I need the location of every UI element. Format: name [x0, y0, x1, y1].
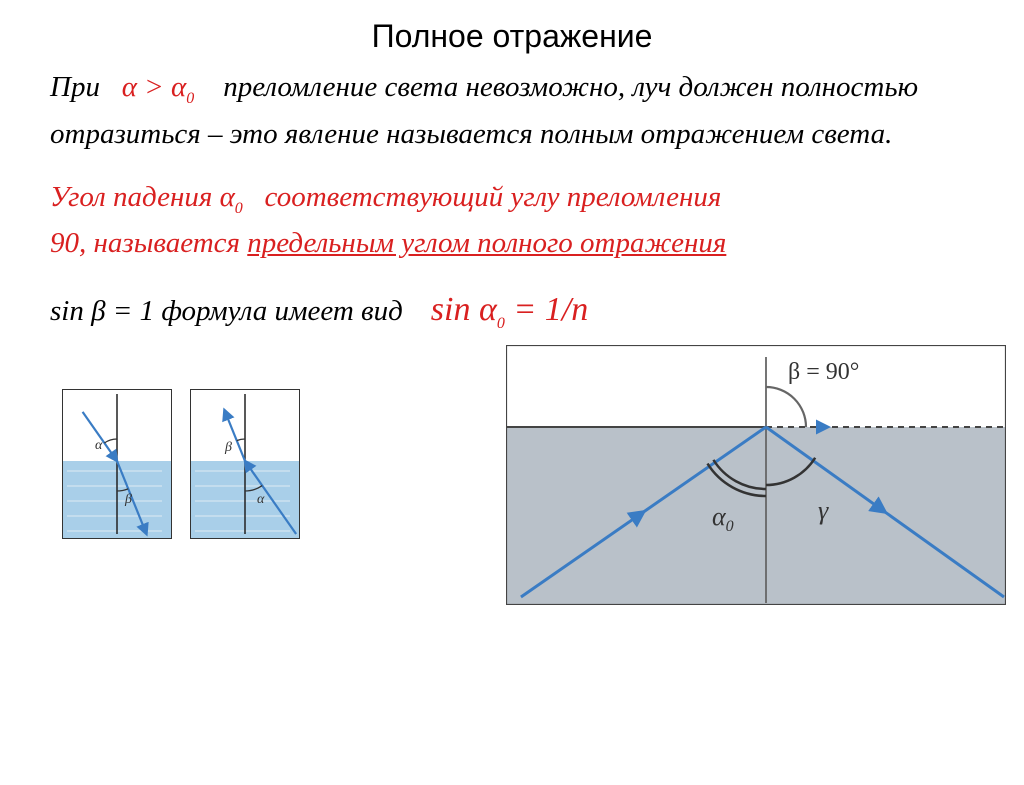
large-diagram-svg: β = 90°α0γ: [506, 345, 1006, 605]
refraction-diagram-1: αβ: [62, 389, 172, 539]
paragraph-2: Угол падения α0 соответствующий углу пре…: [50, 175, 974, 267]
p1-prefix: При: [50, 71, 100, 103]
small-diagrams: αβ βα: [62, 389, 300, 539]
p1-cond: α > α0: [122, 71, 195, 103]
refraction-diagram-2: βα: [190, 389, 300, 539]
svg-text:α: α: [95, 438, 103, 453]
svg-text:γ: γ: [818, 496, 829, 525]
svg-text:α: α: [257, 492, 265, 507]
svg-text:β = 90°: β = 90°: [788, 359, 859, 385]
svg-text:β: β: [224, 440, 232, 455]
page-title: Полное отражение: [0, 18, 1024, 55]
paragraph-1: При α > α0 преломление света невозможно,…: [50, 65, 974, 157]
formula: sin α0 = 1/n: [431, 284, 588, 337]
paragraph-3: sin β = 1 формула имеет вид sin α0 = 1/n: [50, 284, 974, 337]
total-reflection-diagram: β = 90°α0γ: [506, 345, 1006, 610]
svg-text:β: β: [124, 492, 132, 507]
